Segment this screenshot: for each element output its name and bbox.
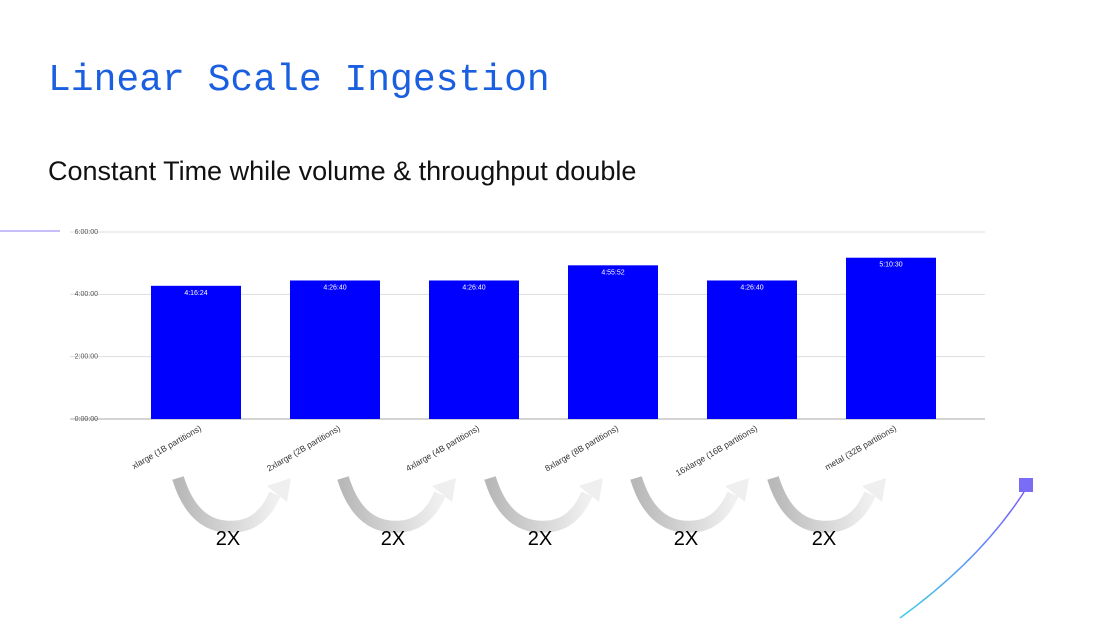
x-tick-label: 8xlarge (8B partitions) [543,423,620,473]
x-tick-label: metal (32B partitions) [823,423,898,472]
decor-curve [899,491,1025,619]
x-tick-label: 4xlarge (4B partitions) [404,423,481,473]
value-label: 4:55:52 [601,269,624,276]
arrows [178,478,886,527]
x-tick-label: 2xlarge (2B partitions) [265,423,342,473]
bar [151,285,241,419]
value-label: 4:26:40 [462,284,485,291]
annotation: 2X [812,528,836,550]
annotation: 2X [528,528,552,550]
x-tick-label: xlarge (1B partitions) [130,423,203,471]
bar [429,280,519,419]
annotation: 2X [381,528,405,550]
decor-square [1019,478,1033,492]
annotation: 2X [216,528,240,550]
bar [707,280,797,419]
bar [568,265,658,419]
annotation: 2X [674,528,698,550]
value-label: 4:26:40 [323,284,346,291]
value-label: 4:16:24 [184,290,207,297]
y-tick-label: 0:00:00 [75,416,98,423]
bar [290,280,380,419]
y-tick-label: 2:00:00 [75,354,98,361]
subtitle: Constant Time while volume & throughput … [48,156,636,186]
value-label: 4:26:40 [740,284,763,291]
y-tick-label: 4:00:00 [75,291,98,298]
x-tick-label: 16xlarge (16B partitions) [674,423,759,478]
bar [846,257,936,419]
title: Linear Scale Ingestion [48,59,550,102]
y-tick-label: 6:00:00 [75,229,98,236]
value-label: 5:10:30 [879,262,902,269]
